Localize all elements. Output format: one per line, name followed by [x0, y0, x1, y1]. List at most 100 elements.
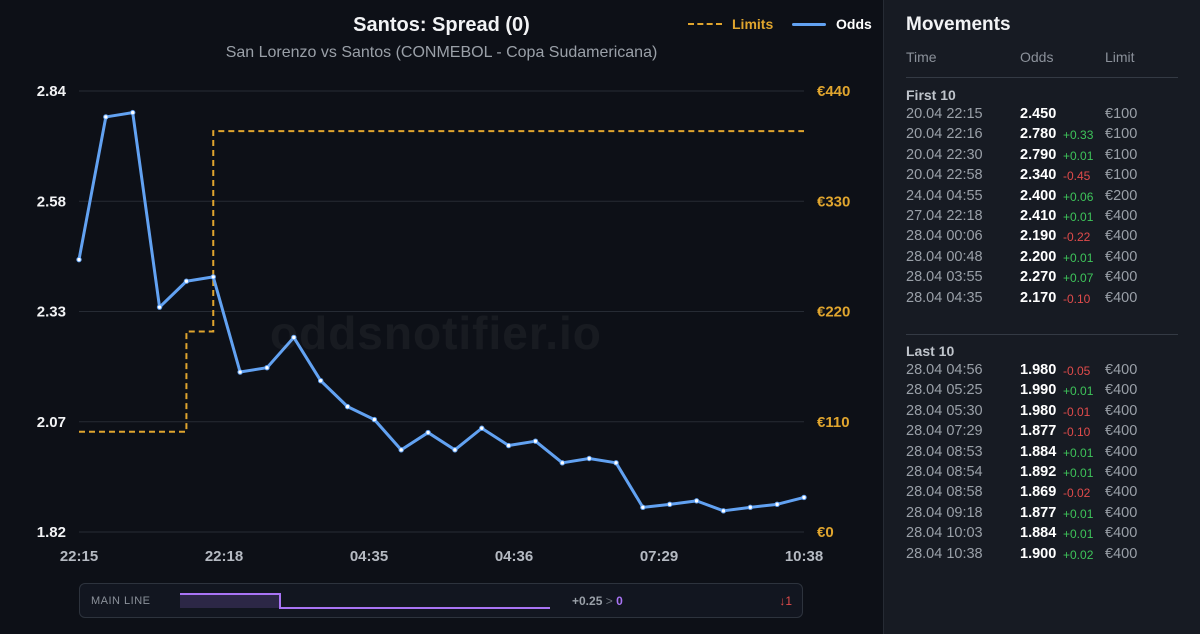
movement-row: 20.04 22:58 2.340 -0.45 €100: [906, 167, 1178, 187]
main-line-shade: [180, 594, 280, 608]
movement-odds: 1.877: [1020, 423, 1057, 440]
movement-time: 27.04 22:18: [906, 208, 983, 224]
odds-point: [479, 425, 485, 431]
header-time: Time: [906, 49, 937, 65]
x-tick-label: 07:29: [640, 548, 678, 565]
movement-limit: €400: [1105, 402, 1138, 419]
odds-point: [237, 369, 243, 375]
watermark: oddsnotifier.io: [270, 306, 602, 360]
movement-row: 20.04 22:16 2.780 +0.33 €100: [906, 126, 1178, 146]
movement-odds: 2.190: [1020, 228, 1057, 245]
movement-limit: €400: [1105, 362, 1138, 378]
chart-svg: 1.82 2.07 2.33 2.58 2.84 €0 €110 €220 €330 €440 22…: [37, 83, 851, 565]
movement-odds: 1.892: [1020, 464, 1057, 480]
series-line-limits: [79, 130, 804, 433]
movement-time: 28.04 08:53: [906, 443, 983, 460]
odds-point: [452, 447, 458, 453]
movements-panel: Movements Time Odds Limit First 10 20.04…: [883, 0, 1200, 634]
movement-delta: +0.33: [1063, 128, 1094, 143]
main-line-from: +0.25: [572, 594, 603, 608]
odds-point: [344, 403, 351, 410]
x-tick-label: 22:18: [205, 548, 243, 565]
series-line-odds: [77, 111, 805, 513]
odds-point: [801, 494, 807, 501]
movement-limit: €400: [1105, 269, 1138, 286]
odds-point: [667, 501, 673, 508]
movement-delta: +0.01: [1063, 527, 1094, 542]
movement-time: 28.04 05:25: [906, 382, 983, 399]
movement-odds: 2.400: [1020, 187, 1057, 204]
movement-odds: 1.990: [1020, 382, 1057, 399]
movement-delta: +0.01: [1063, 384, 1094, 399]
movement-odds: 1.980: [1020, 362, 1057, 378]
movement-row: 28.04 05:25 1.990 +0.01 €400: [906, 382, 1178, 402]
y-tick-label-right: €0: [817, 524, 834, 541]
movement-limit: €400: [1105, 525, 1138, 542]
movement-limit: €400: [1105, 382, 1138, 399]
movement-time: 20.04 22:15: [906, 106, 983, 122]
movement-limit: €100: [1105, 146, 1138, 163]
legend-item-odds[interactable]: Odds: [792, 16, 872, 32]
movement-row: 28.04 04:56 1.980 -0.05 €400: [906, 362, 1178, 382]
movements-title: Movements: [906, 14, 1011, 35]
legend-dash-icon: [688, 23, 722, 25]
y-tick-label-right: €220: [817, 304, 850, 321]
movement-limit: €400: [1105, 504, 1138, 521]
legend-label-limits: Limits: [732, 16, 774, 32]
movement-row: 20.04 22:15 2.450 €100: [906, 106, 1178, 126]
movement-row: 28.04 00:48 2.200 +0.01 €400: [906, 249, 1178, 269]
movement-odds: 2.410: [1020, 208, 1057, 224]
main-line-to: 0: [616, 594, 623, 608]
movement-limit: €400: [1105, 289, 1138, 306]
odds-point: [559, 460, 566, 466]
odds-point: [532, 438, 539, 444]
movement-time: 28.04 05:30: [906, 402, 983, 419]
movement-row: 27.04 22:18 2.410 +0.01 €400: [906, 208, 1178, 228]
movement-delta: -0.05: [1063, 364, 1091, 378]
main-line-moves: ↓1: [779, 594, 792, 608]
movement-odds: 1.980: [1020, 402, 1057, 419]
y-tick-label-right: €330: [817, 193, 850, 210]
movement-limit: €400: [1105, 228, 1138, 245]
movement-row: 28.04 05:30 1.980 -0.01 €400: [906, 403, 1178, 423]
section-first-title: First 10: [906, 87, 956, 103]
odds-point: [640, 504, 646, 511]
movement-time: 20.04 22:30: [906, 146, 983, 163]
movement-odds: 1.884: [1020, 443, 1057, 460]
y-tick-label-left: 2.84: [37, 83, 67, 100]
odds-point: [130, 109, 136, 116]
movement-delta: +0.01: [1063, 466, 1094, 480]
odds-point: [264, 365, 270, 371]
movement-time: 28.04 08:58: [906, 484, 983, 501]
odds-point: [210, 274, 216, 280]
movement-limit: €100: [1105, 106, 1138, 122]
odds-point: [317, 377, 324, 384]
movement-time: 28.04 08:54: [906, 464, 983, 480]
main-line-bar[interactable]: MAIN LINE +0.25 > 0 ↓1: [79, 583, 803, 618]
movement-row: 28.04 10:38 1.900 +0.02 €400: [906, 546, 1178, 566]
movement-row: 28.04 04:35 2.170 -0.10 €400: [906, 290, 1178, 310]
movement-delta: -0.01: [1063, 404, 1091, 419]
x-tick-label: 04:36: [495, 548, 533, 565]
movement-row: 24.04 04:55 2.400 +0.06 €200: [906, 188, 1178, 208]
movement-time: 28.04 00:48: [906, 248, 983, 265]
legend-line-icon: [792, 22, 826, 26]
movement-limit: €400: [1105, 545, 1138, 562]
odds-point: [720, 508, 727, 514]
x-tick-label: 04:35: [350, 548, 388, 565]
main-line-sparkline: [180, 593, 550, 609]
odds-point: [156, 304, 163, 310]
movement-delta: +0.01: [1063, 210, 1094, 224]
movement-delta: -0.10: [1063, 291, 1091, 306]
header-divider: [906, 77, 1178, 78]
movement-odds: 2.790: [1020, 146, 1057, 163]
movement-odds: 2.270: [1020, 269, 1057, 286]
movement-odds: 2.340: [1020, 167, 1057, 184]
movement-limit: €200: [1105, 187, 1138, 204]
movement-odds: 2.170: [1020, 289, 1057, 306]
x-tick-label: 22:15: [60, 548, 98, 565]
legend-item-limits[interactable]: Limits: [688, 16, 773, 32]
odds-point: [774, 501, 780, 508]
movement-time: 28.04 07:29: [906, 423, 983, 440]
header-odds: Odds: [1020, 49, 1054, 65]
